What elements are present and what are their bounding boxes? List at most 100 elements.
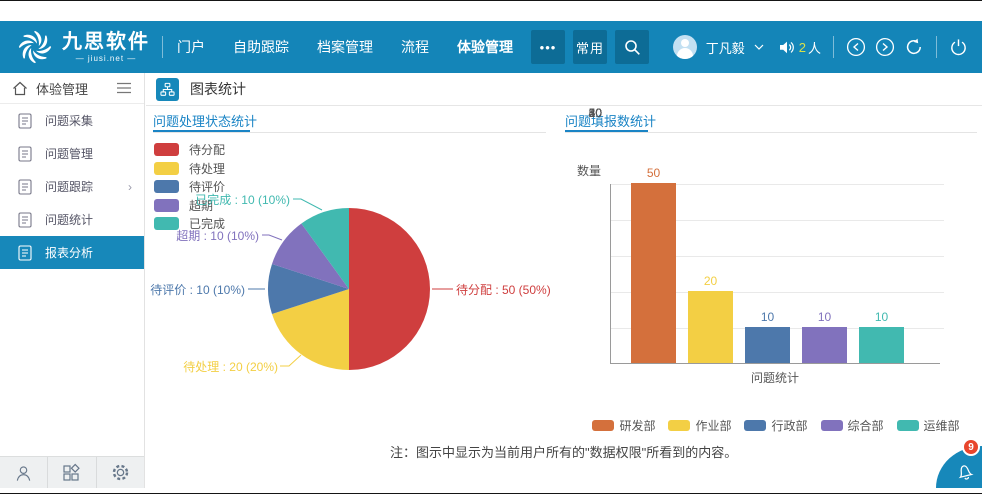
bar-maint-dept[interactable]: 10 (859, 310, 904, 363)
online-unit: 人 (807, 40, 821, 56)
leader-line (280, 354, 302, 367)
legend-swatch (154, 143, 179, 156)
document-icon (18, 178, 32, 195)
menu-item-flow[interactable]: 流程 (401, 39, 429, 55)
legend-swatch (668, 420, 691, 431)
more-menus-button[interactable]: ••• (531, 30, 565, 64)
document-icon (18, 244, 32, 261)
user-name[interactable]: 丁凡毅 (705, 40, 745, 56)
pie-slice-assigned[interactable] (349, 208, 430, 370)
bar-ops-dept[interactable]: 20 (688, 274, 733, 363)
legend-swatch (592, 420, 615, 431)
pie-legend-item[interactable]: 已完成 (154, 215, 225, 232)
forward-circle-icon (875, 37, 895, 57)
back-circle-icon (846, 37, 866, 57)
pie-legend-item[interactable]: 待处理 (154, 160, 225, 177)
pie-chart (248, 198, 453, 370)
gear-icon (112, 464, 129, 481)
sidebar-item-issue-collect[interactable]: 问题采集 (0, 104, 144, 137)
nav-back-button[interactable] (846, 37, 866, 57)
chevron-down-icon[interactable] (754, 44, 764, 50)
y-tick: 40 (588, 106, 602, 120)
pie-slice-done[interactable] (301, 208, 349, 289)
home-icon (13, 81, 27, 95)
sidebar-title: 体验管理 (36, 81, 89, 97)
menu-item-portal[interactable]: 门户 (177, 39, 205, 55)
topbar-divider (833, 36, 834, 58)
document-icon (18, 211, 32, 228)
sidebar-item-label: 问题跟踪 (45, 180, 94, 194)
sidebar-item-issue-manage[interactable]: 问题管理 (0, 137, 144, 170)
pie-label-done: 已完成 : 10 (10%) (195, 193, 290, 207)
apps-grid-icon (63, 463, 81, 481)
legend-swatch (896, 420, 919, 431)
document-icon (18, 112, 32, 129)
bar-legend-item[interactable]: 行政部 (744, 417, 808, 434)
brand-logo[interactable]: 九思软件 — jiusi.net — (16, 28, 150, 66)
sidebar-footer (0, 456, 144, 488)
settings-button[interactable] (97, 457, 144, 488)
top-navbar: 九思软件 — jiusi.net — 门户 自助跟踪 档案管理 流程 体验管理 … (0, 21, 982, 73)
y-tick: 20 (588, 106, 602, 120)
bar (688, 291, 733, 363)
user-avatar[interactable] (672, 35, 697, 59)
search-button[interactable] (615, 30, 649, 64)
pie-section-title: 问题处理状态统计 (153, 114, 258, 129)
menu-item-archive[interactable]: 档案管理 (317, 39, 373, 55)
gridline (611, 256, 944, 257)
bar-general-dept[interactable]: 10 (802, 310, 847, 363)
power-icon (951, 38, 966, 55)
bar-chart-plot: 50 20 10 10 10 (610, 166, 944, 364)
gridline (611, 220, 944, 221)
bar (859, 327, 904, 363)
pie-slice-pending[interactable] (272, 289, 349, 370)
logout-button[interactable] (949, 38, 968, 57)
top-menu: 门户 自助跟踪 档案管理 流程 体验管理 (177, 37, 513, 57)
sidebar-collapse-icon[interactable] (116, 82, 132, 94)
topbar-divider (936, 36, 937, 58)
nav-forward-button[interactable] (875, 37, 895, 57)
menu-item-self-track[interactable]: 自助跟踪 (233, 39, 289, 55)
bar-legend-item[interactable]: 研发部 (592, 417, 655, 434)
bar-rd-dept[interactable]: 50 (631, 166, 676, 363)
pie-slice-overdue[interactable] (272, 223, 349, 290)
pie-legend-item[interactable]: 待评价 (154, 178, 225, 195)
pie-slice-review[interactable] (268, 264, 349, 314)
pie-legend-item[interactable]: 超期 (154, 197, 213, 214)
pie-label-overdue: 超期 : 10 (10%) (176, 229, 259, 243)
profile-button[interactable] (0, 457, 49, 488)
bar-admin-dept[interactable]: 10 (745, 310, 790, 363)
legend-swatch (154, 180, 179, 193)
search-icon (624, 39, 640, 55)
refresh-button[interactable] (904, 37, 924, 57)
speaker-icon (779, 41, 794, 53)
online-users[interactable]: 2 人 (779, 38, 821, 57)
bar-legend-item[interactable]: 运维部 (896, 417, 960, 434)
online-count: 2 (798, 39, 806, 55)
sidebar-item-report-analysis[interactable]: 报表分析 (0, 236, 144, 269)
apps-button[interactable] (48, 457, 97, 488)
bar-legend: 研发部 作业部 行政部 综合部 运维部 (576, 417, 976, 434)
y-tick: 50 (588, 106, 602, 120)
favorites-button[interactable]: 常用 (573, 30, 607, 64)
bar-legend-item[interactable]: 作业部 (668, 417, 731, 434)
sidebar-item-label: 问题统计 (45, 213, 94, 227)
bar-legend-item[interactable]: 综合部 (820, 417, 884, 434)
swirl-logo-icon (18, 30, 52, 64)
leader-line (262, 234, 283, 241)
pie-legend-item[interactable]: 待分配 (154, 141, 225, 158)
menu-item-experience[interactable]: 体验管理 (457, 39, 513, 55)
pie-title-underline (153, 130, 250, 133)
sidebar-item-issue-stats[interactable]: 问题统计 (0, 203, 144, 236)
person-icon (16, 465, 31, 481)
main-content: 图表统计 问题处理状态统计 待分配 待处理 待评价 超期 已完成 (146, 73, 982, 488)
legend-swatch (744, 420, 767, 431)
pie-label-review: 待评价 : 10 (10%) (150, 283, 245, 297)
bar-value: 20 (703, 274, 718, 288)
brand-domain: — jiusi.net — (75, 53, 137, 63)
y-tick: 30 (588, 106, 602, 120)
sidebar-item-issue-track[interactable]: 问题跟踪 › (0, 170, 144, 203)
pie-label-assigned: 待分配 : 50 (50%) (456, 283, 551, 297)
document-icon (18, 145, 32, 162)
